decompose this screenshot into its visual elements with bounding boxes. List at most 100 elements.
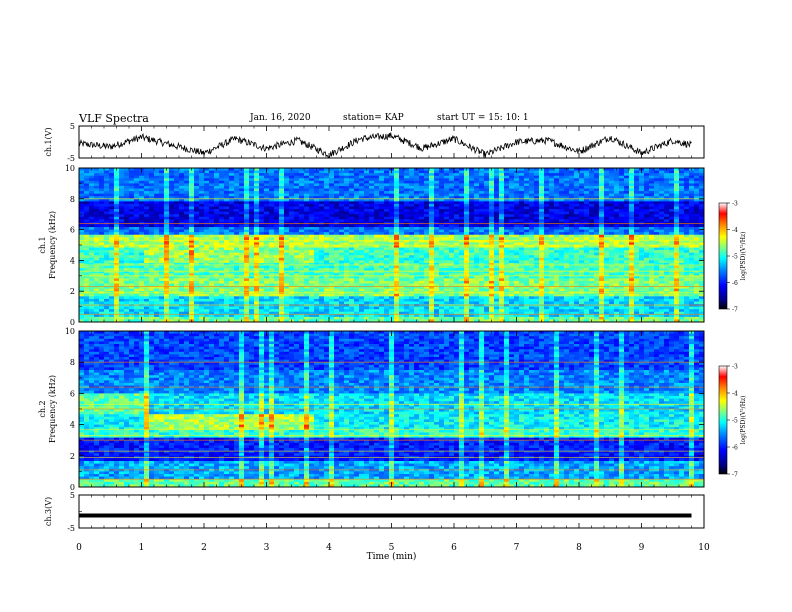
spectrogram-cell bbox=[264, 204, 269, 207]
spectrogram-cell bbox=[99, 181, 104, 184]
spectrogram-cell bbox=[154, 317, 159, 320]
spectrogram-cell bbox=[234, 284, 239, 287]
spectrogram-cell bbox=[184, 194, 189, 197]
spectrogram-cell bbox=[84, 304, 89, 307]
spectrogram-cell bbox=[79, 268, 84, 271]
spectrogram-cell bbox=[184, 171, 189, 174]
spectrogram-cell bbox=[144, 299, 149, 302]
spectrogram-cell bbox=[239, 248, 244, 251]
spectrogram-cell bbox=[239, 171, 244, 174]
spectrogram-cell bbox=[199, 186, 204, 189]
spectrogram-cell bbox=[264, 307, 269, 310]
spectrogram-cell bbox=[224, 230, 229, 233]
spectrogram-cell bbox=[214, 176, 219, 179]
spectrogram-cell bbox=[224, 209, 229, 212]
spectrogram-cell bbox=[164, 276, 169, 279]
spectrogram-cell bbox=[279, 237, 284, 240]
spectrogram-cell bbox=[94, 278, 99, 281]
spectrogram-cell bbox=[84, 253, 89, 256]
spectrogram-cell bbox=[99, 281, 104, 284]
spectrogram-cell bbox=[124, 230, 129, 233]
spectrogram-cell bbox=[249, 176, 254, 179]
spectrogram-cell bbox=[279, 227, 284, 230]
spectrogram-cell bbox=[134, 258, 139, 261]
spectrogram-cell bbox=[119, 235, 124, 238]
spectrogram-cell bbox=[279, 276, 284, 279]
spectrogram-cell bbox=[244, 294, 249, 297]
spectrogram-cell bbox=[224, 294, 229, 297]
spectrogram-cell bbox=[99, 255, 104, 258]
spectrogram-cell bbox=[199, 278, 204, 281]
y-tick-label: 5 bbox=[70, 122, 75, 131]
spectrogram-cell bbox=[179, 212, 184, 215]
spectrogram-cell bbox=[204, 301, 209, 304]
spectrogram-cell bbox=[154, 296, 159, 299]
spectrogram-cell bbox=[264, 266, 269, 269]
spectrogram-cell bbox=[249, 276, 254, 279]
spectrogram-cell bbox=[269, 276, 274, 279]
spectrogram-cell bbox=[184, 199, 189, 202]
spectrogram-cell bbox=[144, 194, 149, 197]
spectrogram-cell bbox=[229, 301, 234, 304]
spectrogram-cell bbox=[194, 237, 199, 240]
spectrogram-cell bbox=[139, 314, 144, 317]
spectrogram-cell bbox=[184, 217, 189, 220]
spectrogram-cell bbox=[199, 299, 204, 302]
spectrogram-cell bbox=[199, 173, 204, 176]
spectrogram-cell bbox=[134, 204, 139, 207]
spectrogram-cell bbox=[139, 178, 144, 181]
spectrogram-cell bbox=[274, 281, 279, 284]
spectrogram-cell bbox=[84, 189, 89, 192]
spectrogram-cell bbox=[229, 317, 234, 320]
spectrogram-cell bbox=[159, 281, 164, 284]
spectrogram-cell bbox=[159, 296, 164, 299]
spectrogram-cell bbox=[239, 263, 244, 266]
spectrogram-cell bbox=[214, 212, 219, 215]
spectrogram-cell bbox=[139, 237, 144, 240]
spectrogram-cell bbox=[224, 245, 229, 248]
spectrogram-cell bbox=[179, 224, 184, 227]
spectrogram-cell bbox=[269, 245, 274, 248]
spectrogram-cell bbox=[184, 317, 189, 320]
spectrogram-cell bbox=[224, 307, 229, 310]
spectrogram-cell bbox=[204, 266, 209, 269]
spectrogram-cell bbox=[154, 209, 159, 212]
spectrogram-cell bbox=[269, 260, 274, 263]
spectrogram-cell bbox=[214, 191, 219, 194]
spectrogram-cell bbox=[259, 183, 264, 186]
spectrogram-cell bbox=[239, 268, 244, 271]
spectrogram-cell bbox=[244, 307, 249, 310]
spectrogram-cell bbox=[184, 281, 189, 284]
spectrogram-cell bbox=[219, 304, 224, 307]
spectrogram-cell bbox=[174, 253, 179, 256]
spectrogram-cell bbox=[109, 284, 114, 287]
spectrogram-cell bbox=[109, 209, 114, 212]
spectrogram-cell bbox=[184, 245, 189, 248]
spectrogram-cell bbox=[244, 301, 249, 304]
spectrogram-cell bbox=[94, 209, 99, 212]
spectrogram-cell bbox=[209, 260, 214, 263]
spectrogram-cell bbox=[84, 250, 89, 253]
spectrogram-cell bbox=[249, 309, 254, 312]
spectrogram-cell bbox=[84, 181, 89, 184]
spectrogram-cell bbox=[264, 289, 269, 292]
spectrogram-cell bbox=[149, 245, 154, 248]
spectrogram-cell bbox=[279, 191, 284, 194]
spectrogram-cell bbox=[259, 263, 264, 266]
spectrogram-cell bbox=[149, 173, 154, 176]
spectrogram-cell bbox=[159, 186, 164, 189]
spectrogram-cell bbox=[84, 214, 89, 217]
spectrogram-cell bbox=[204, 250, 209, 253]
spectrogram-cell bbox=[274, 296, 279, 299]
spectrogram-cell bbox=[159, 250, 164, 253]
spectrogram-cell bbox=[99, 183, 104, 186]
spectrogram-cell bbox=[209, 171, 214, 174]
spectrogram-cell bbox=[79, 214, 84, 217]
spectrogram-cell bbox=[264, 258, 269, 261]
spectrogram-cell bbox=[209, 227, 214, 230]
spectrogram-cell bbox=[204, 245, 209, 248]
spectrogram-cell bbox=[194, 212, 199, 215]
spectrogram-cell bbox=[94, 235, 99, 238]
spectrogram-cell bbox=[154, 219, 159, 222]
spectrogram-cell bbox=[89, 299, 94, 302]
